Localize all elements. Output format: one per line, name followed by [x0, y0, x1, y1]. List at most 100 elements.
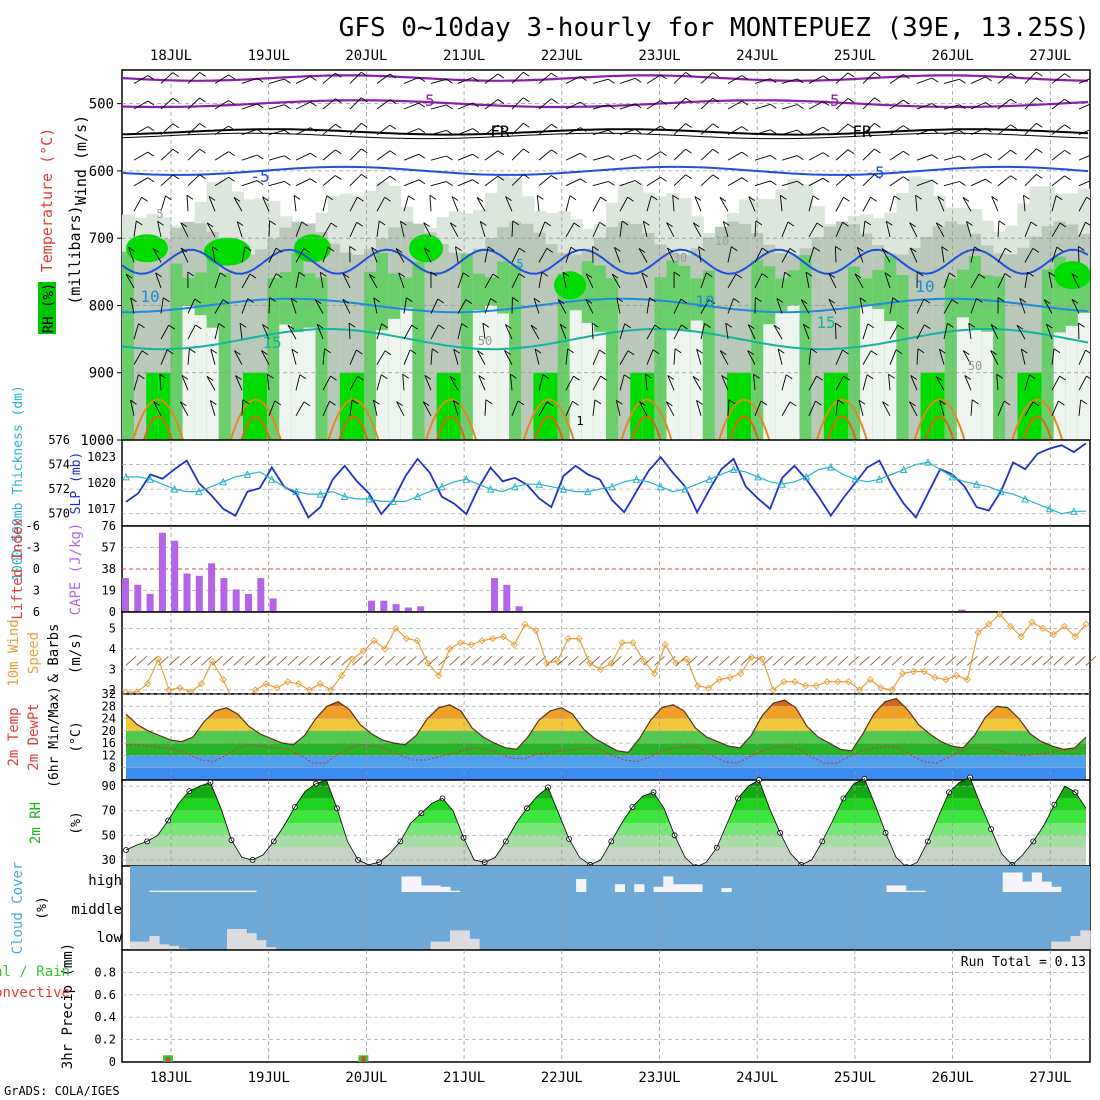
wind-barb	[484, 273, 494, 289]
cloud-bar-high	[246, 890, 257, 892]
wind-barb-flag	[310, 152, 317, 158]
rh-fill-green	[412, 261, 426, 440]
wind-barb	[808, 222, 818, 238]
wind-barb-flag	[1003, 400, 1011, 406]
wind-barb-flag	[770, 129, 777, 135]
wind-barb	[1078, 180, 1090, 187]
wind-marker	[499, 632, 508, 641]
wind-barb	[700, 148, 714, 161]
wind-barb	[160, 349, 168, 365]
wind-barb	[808, 75, 824, 84]
wind-barb	[619, 220, 623, 237]
precip-tick-label: 0.2	[94, 1033, 116, 1047]
wind-barb-flag	[310, 178, 317, 184]
wind-barb-flag	[256, 180, 264, 185]
wind-barb	[403, 179, 420, 187]
wind10m-barb	[880, 655, 892, 666]
cloud-bar-high	[692, 884, 703, 892]
wind-barb-flag	[342, 273, 350, 278]
wind-barb-flag	[381, 374, 388, 380]
wind-barb-flag	[518, 247, 526, 253]
wind-barb-flag	[199, 97, 206, 103]
wind10m-barb	[449, 655, 460, 666]
wind-barb-flag	[903, 125, 910, 130]
wind-barb	[453, 349, 459, 365]
wind-barb-flag	[335, 175, 342, 180]
wind-barb-flag	[585, 298, 593, 304]
temp-tick-label: 28	[102, 699, 116, 713]
wind-barb-flag	[627, 196, 634, 202]
wind-barb	[862, 220, 866, 237]
wind-barb-flag	[813, 246, 821, 252]
wind-barb	[530, 324, 540, 340]
wind-barb-flag	[361, 71, 368, 77]
pressure-tick-label: 700	[89, 231, 114, 247]
wind-barb	[208, 196, 216, 212]
wind-barb	[268, 104, 285, 110]
wind-barb-flag	[172, 174, 180, 180]
wind-barb	[504, 324, 513, 340]
wind-barb	[268, 247, 277, 263]
wind-barb	[889, 297, 894, 314]
wind-barb	[511, 97, 524, 110]
wind-barb-flag	[451, 196, 459, 201]
wind-barb	[808, 152, 824, 161]
wind-barb	[592, 375, 601, 391]
wind-barb	[802, 324, 810, 340]
wind-barb-flag	[438, 324, 445, 330]
wind-barb	[1016, 324, 1026, 340]
contour-label: -5	[250, 167, 269, 186]
rh-fill-green	[944, 278, 958, 440]
wind-barb-flag	[510, 373, 517, 379]
wind-barb-flag	[157, 220, 164, 226]
wind-barb-flag	[284, 181, 291, 186]
wind-barb	[835, 375, 844, 391]
isotherm-25	[436, 415, 467, 440]
temperature-axis-label: Temperature (°C)	[38, 128, 56, 273]
wind-barb	[322, 72, 336, 84]
wind-barb-flag	[389, 150, 397, 156]
wind10m-barb	[352, 655, 363, 666]
contour-label: 5	[516, 257, 523, 271]
wind-barb	[233, 197, 243, 212]
wind-barb-flag	[910, 247, 917, 253]
wind-barb	[565, 247, 572, 263]
wind-barb	[484, 150, 499, 161]
wind-barb-flag	[1094, 103, 1100, 107]
wind-barb-flag	[523, 174, 530, 179]
wind-barb	[477, 350, 486, 365]
wind-barb	[214, 299, 224, 314]
wind-barb	[403, 102, 420, 110]
wind-barb	[239, 323, 243, 340]
top-date-label: 26JUL	[932, 48, 974, 64]
rh-tick-label: 50	[102, 828, 116, 842]
wind-barb	[916, 298, 925, 314]
cloud-bar-high	[440, 886, 451, 892]
li-tick-label: 0	[33, 562, 40, 576]
wind-barb-flag	[389, 73, 397, 79]
wind-barb-flag	[828, 298, 836, 304]
wind-barb-flag	[348, 322, 356, 328]
wind-barb-flag	[720, 350, 727, 355]
wind-barb-flag	[446, 155, 453, 161]
wind-barb-flag	[580, 152, 587, 158]
wind-barb-flag	[847, 174, 855, 180]
contour-label: 10	[140, 287, 159, 306]
wind-barb-flag	[805, 271, 813, 277]
wind-speed-line	[126, 613, 1087, 703]
wind-barb	[403, 128, 420, 135]
cloud-bar-high	[168, 890, 179, 892]
temp-band	[126, 755, 1086, 768]
wind-barb-flag	[534, 348, 542, 354]
wind-barb-flag	[985, 102, 992, 107]
wind-barb-flag	[1059, 222, 1067, 228]
wind-barb-flag	[361, 97, 368, 103]
wind-barb	[235, 375, 243, 391]
wind-barb	[130, 400, 135, 416]
wind-barb-flag	[1055, 195, 1063, 201]
wind-barb	[808, 177, 824, 187]
wind-barb	[268, 155, 285, 161]
wind-barb-flag	[741, 100, 749, 106]
bottom-date-label: 24JUL	[736, 1070, 778, 1086]
wind-barb	[1071, 273, 1080, 289]
